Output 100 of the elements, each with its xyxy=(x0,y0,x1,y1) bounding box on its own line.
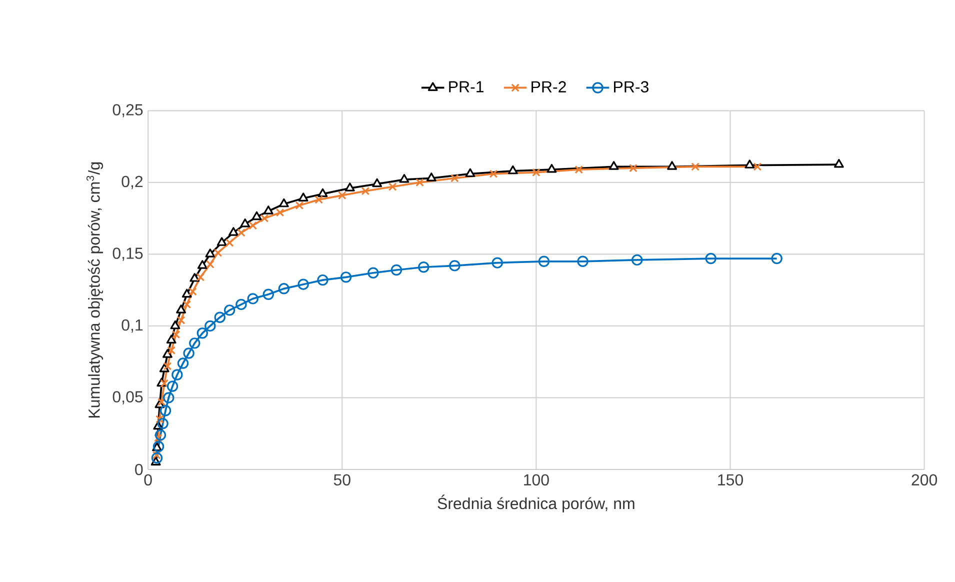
point xyxy=(632,254,643,266)
point xyxy=(214,248,222,258)
legend-label: PR-2 xyxy=(532,81,566,93)
point xyxy=(278,283,290,294)
point xyxy=(166,334,176,344)
point xyxy=(205,248,216,258)
point xyxy=(338,191,346,200)
point xyxy=(834,159,844,168)
point xyxy=(206,260,214,269)
x-axis-title: Średnia średnica porów, nm xyxy=(438,494,634,513)
point xyxy=(546,164,557,173)
point xyxy=(577,256,588,268)
point xyxy=(196,273,205,282)
point xyxy=(532,168,540,177)
point xyxy=(236,299,247,310)
point xyxy=(172,330,180,340)
point xyxy=(177,358,189,370)
point xyxy=(247,293,258,305)
point xyxy=(317,274,328,286)
x-tick-label: 150 xyxy=(718,474,743,486)
point xyxy=(705,253,716,264)
point xyxy=(298,192,308,202)
point xyxy=(608,161,619,170)
point xyxy=(263,206,274,215)
point xyxy=(489,170,498,178)
point xyxy=(492,257,503,269)
point xyxy=(368,268,379,279)
point xyxy=(162,349,172,358)
point xyxy=(225,238,234,248)
point xyxy=(426,172,436,182)
point xyxy=(691,162,700,172)
point xyxy=(182,289,192,298)
y-tick-label: 0,05 xyxy=(112,391,143,405)
point xyxy=(182,300,192,309)
point xyxy=(156,415,164,424)
x-tick-label: 50 xyxy=(334,474,350,486)
point xyxy=(166,380,178,392)
point xyxy=(314,196,324,204)
point xyxy=(450,174,459,183)
point xyxy=(216,237,227,246)
point xyxy=(508,166,518,174)
y-tick-label: 0,2 xyxy=(122,176,143,190)
point xyxy=(388,182,397,192)
point xyxy=(197,260,208,270)
point xyxy=(167,346,176,355)
point xyxy=(574,166,584,174)
point xyxy=(151,452,163,464)
point xyxy=(418,262,430,273)
point xyxy=(163,392,174,404)
point xyxy=(204,320,216,332)
point xyxy=(154,430,166,441)
point xyxy=(298,278,309,290)
point xyxy=(188,288,197,296)
legend-label: PR-3 xyxy=(614,81,648,93)
point xyxy=(449,260,460,272)
point xyxy=(183,348,194,360)
point xyxy=(163,362,172,371)
point xyxy=(340,272,352,284)
point xyxy=(172,369,183,381)
point xyxy=(228,227,238,236)
y-tick-label: 0 xyxy=(135,464,143,476)
point xyxy=(237,228,246,238)
point xyxy=(152,441,164,452)
point xyxy=(295,201,304,210)
point xyxy=(248,222,258,230)
point xyxy=(260,214,269,223)
point xyxy=(157,398,166,406)
point xyxy=(278,198,289,208)
point xyxy=(214,312,226,324)
point xyxy=(318,188,328,198)
point xyxy=(176,304,186,314)
point xyxy=(361,187,370,196)
point xyxy=(189,338,200,350)
point xyxy=(262,289,274,300)
point xyxy=(160,379,169,388)
point xyxy=(152,451,161,460)
point xyxy=(771,253,782,264)
point xyxy=(372,178,382,188)
point xyxy=(744,160,755,169)
point xyxy=(538,256,550,268)
legend-label: PR-1 xyxy=(449,81,484,92)
point xyxy=(170,320,180,330)
point xyxy=(390,264,402,276)
point xyxy=(252,212,262,220)
point xyxy=(176,316,186,325)
point xyxy=(154,434,162,442)
point xyxy=(399,174,410,184)
point xyxy=(344,182,355,192)
point xyxy=(196,328,208,339)
y-axis-title: Kumulatywna objętość porów, cm$^{3}$/g xyxy=(86,162,104,418)
x-tick-label: 100 xyxy=(524,474,549,486)
point xyxy=(157,418,168,430)
point xyxy=(190,273,200,282)
point xyxy=(667,161,677,170)
point xyxy=(224,304,236,316)
x-tick-label: 200 xyxy=(912,474,938,486)
y-tick-label: 0,25 xyxy=(112,104,143,118)
point xyxy=(629,164,638,173)
y-tick-label: 0,15 xyxy=(112,248,143,262)
point xyxy=(416,178,424,187)
